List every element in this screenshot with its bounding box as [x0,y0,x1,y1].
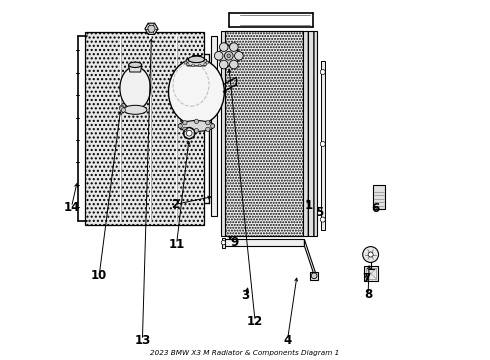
Circle shape [120,107,124,111]
Circle shape [194,119,198,123]
Text: 13: 13 [134,334,150,347]
Polygon shape [303,31,317,236]
Text: 12: 12 [247,315,263,328]
Polygon shape [320,61,325,230]
Text: 8: 8 [364,288,372,301]
Polygon shape [373,185,386,209]
Ellipse shape [123,105,147,114]
Ellipse shape [120,67,150,110]
Circle shape [227,54,231,58]
Circle shape [206,61,209,64]
Text: 1: 1 [305,199,313,212]
Circle shape [183,121,187,125]
Circle shape [192,64,195,67]
Polygon shape [129,65,142,72]
Circle shape [210,124,215,128]
Circle shape [198,58,201,61]
Polygon shape [225,239,304,246]
Text: 2: 2 [171,198,179,211]
Circle shape [206,121,210,125]
Circle shape [121,108,125,112]
Circle shape [320,69,325,75]
Circle shape [235,51,243,60]
Circle shape [215,51,223,60]
Circle shape [184,61,187,64]
Circle shape [183,127,195,139]
Text: 10: 10 [91,269,107,282]
Polygon shape [145,23,158,35]
Text: 5: 5 [315,206,323,219]
Text: 4: 4 [283,334,292,347]
Circle shape [204,59,207,62]
Circle shape [320,217,325,222]
Polygon shape [85,32,204,225]
Circle shape [221,240,225,245]
Circle shape [229,60,238,69]
Text: 3: 3 [242,289,250,302]
Circle shape [186,59,189,62]
Circle shape [121,104,125,108]
Circle shape [229,43,238,51]
Circle shape [178,124,182,128]
Circle shape [320,141,325,147]
Text: 9: 9 [231,237,239,249]
Circle shape [198,64,201,67]
Polygon shape [221,238,225,248]
Polygon shape [225,31,303,236]
Circle shape [206,127,210,131]
Text: 7: 7 [363,273,371,285]
Polygon shape [304,239,315,278]
Circle shape [192,58,195,61]
Circle shape [220,43,228,51]
Text: 11: 11 [169,238,185,251]
Circle shape [219,46,239,66]
Text: 2023 BMW X3 M Radiator & Components Diagram 1: 2023 BMW X3 M Radiator & Components Diag… [150,350,340,356]
Circle shape [220,60,228,69]
Circle shape [186,130,192,136]
Text: 6: 6 [371,202,379,215]
Circle shape [148,25,155,32]
Polygon shape [211,36,217,216]
Ellipse shape [188,56,204,63]
Circle shape [368,252,373,257]
Text: 14: 14 [63,201,80,213]
Circle shape [311,273,317,279]
Circle shape [224,51,233,60]
Ellipse shape [178,121,215,131]
Circle shape [363,247,379,262]
Circle shape [186,63,189,66]
Ellipse shape [169,58,224,125]
Circle shape [204,63,207,66]
Circle shape [194,129,198,133]
Polygon shape [186,59,206,66]
Polygon shape [364,266,378,281]
Polygon shape [310,272,318,280]
Circle shape [120,105,124,109]
Circle shape [183,127,187,131]
Polygon shape [221,31,225,236]
Ellipse shape [129,62,142,68]
